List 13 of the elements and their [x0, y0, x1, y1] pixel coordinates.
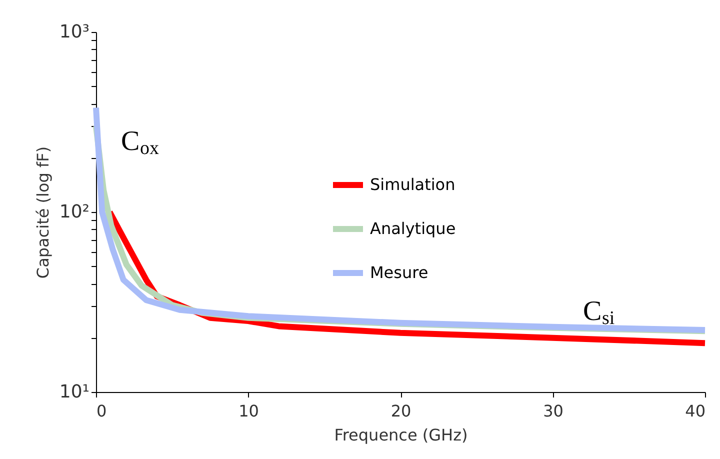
- legend-label: Mesure: [370, 263, 428, 282]
- x-axis-title: Frequence (GHz): [334, 426, 468, 444]
- x-tick-label: 10: [238, 402, 259, 420]
- y-tick-label: 10¹: [59, 382, 90, 402]
- legend-label: Analytique: [370, 219, 456, 238]
- legend-label: Simulation: [370, 175, 456, 194]
- y-axis-title: Capacité (log fF): [33, 146, 52, 279]
- x-tick-label: 20: [390, 402, 412, 420]
- y-tick-label: 10²: [59, 202, 90, 222]
- x-tick-label: 30: [543, 402, 564, 420]
- x-tick-label: 40: [685, 402, 706, 420]
- y-tick-label: 10³: [59, 22, 90, 42]
- x-tick-label: 0: [96, 402, 107, 420]
